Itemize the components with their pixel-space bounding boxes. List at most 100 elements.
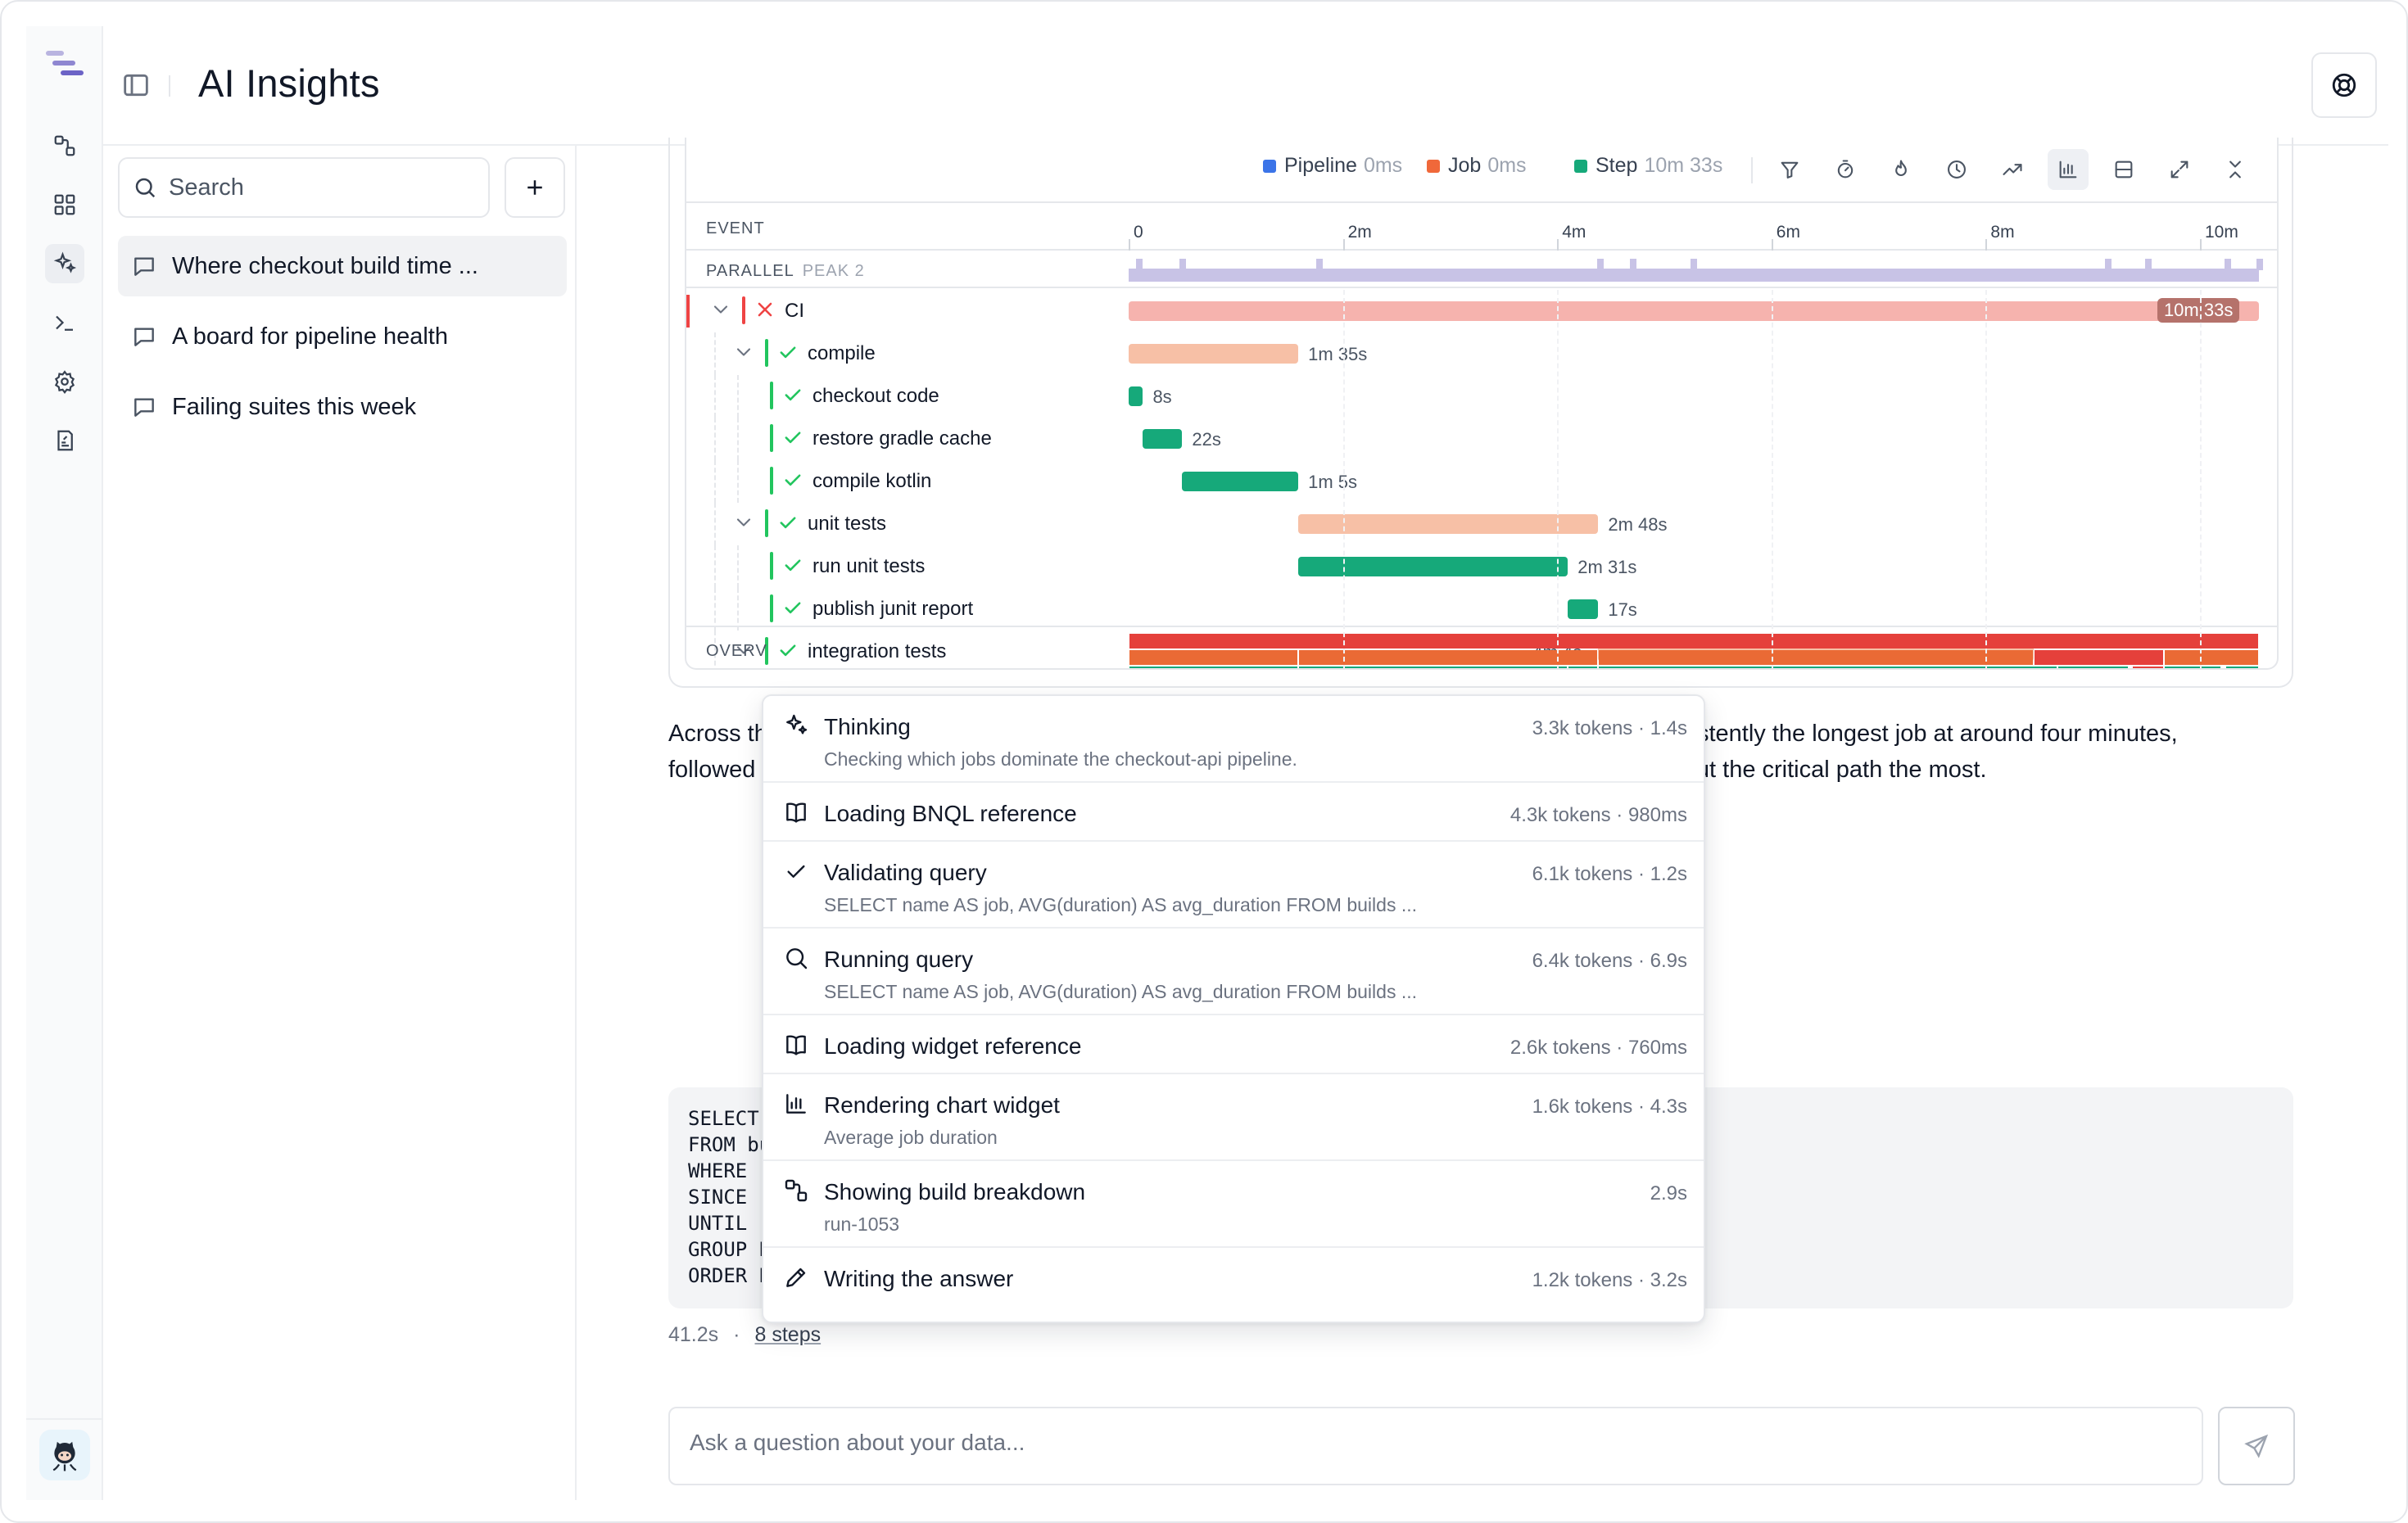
step-item[interactable]: Thinking Checking which jobs dominate the… bbox=[763, 696, 1704, 783]
answer-line-1-end: nsistently the longest job at around fou… bbox=[1666, 721, 2178, 747]
new-conversation-button[interactable] bbox=[505, 157, 565, 218]
step-item[interactable]: Running query SELECT name AS job, AVG(dur… bbox=[763, 929, 1704, 1015]
ask-input[interactable] bbox=[690, 1426, 2182, 1459]
expand-toggle[interactable] bbox=[732, 639, 755, 662]
status-icon-wrap bbox=[781, 596, 804, 619]
step-title: Writing the answer bbox=[824, 1266, 1014, 1291]
timeline-axis: EVENT 0 2m 4m 6m 8m 10m bbox=[686, 205, 2277, 251]
flame-button[interactable] bbox=[1881, 149, 1921, 190]
status-line bbox=[770, 552, 773, 580]
timeline-event-row[interactable]: publish junit report 17s bbox=[686, 588, 2277, 630]
filter-icon bbox=[1781, 161, 1799, 179]
build-timeline-card: Pipeline 0ms Job 0ms Step 10m 33s EVENT 0 2m 4m… bbox=[668, 138, 2293, 688]
step-item[interactable]: Validating query SELECT name AS job, AVG(… bbox=[763, 842, 1704, 929]
elapsed-time: 41.2s bbox=[668, 1323, 719, 1346]
legend-step[interactable]: Step 10m 33s bbox=[1574, 154, 1722, 178]
user-avatar[interactable] bbox=[39, 1430, 90, 1480]
duration-bar[interactable] bbox=[1182, 472, 1299, 491]
duration-bar[interactable] bbox=[1129, 301, 2259, 321]
step-item[interactable]: Writing the answer 1.2k tokens · 3.2s bbox=[763, 1248, 1704, 1307]
search-box[interactable] bbox=[118, 157, 490, 218]
steps-link[interactable]: 8 steps bbox=[754, 1323, 822, 1346]
rail-docs-icon[interactable] bbox=[45, 421, 84, 460]
expand-button[interactable] bbox=[2159, 149, 2200, 190]
timer-button[interactable] bbox=[1825, 149, 1866, 190]
expand-toggle[interactable] bbox=[732, 511, 755, 534]
trend-icon bbox=[2003, 164, 2022, 175]
timeline-event-row[interactable]: compile 1m 35s bbox=[686, 332, 2277, 375]
check-icon bbox=[785, 474, 801, 486]
parallel-label-text: PARALLEL bbox=[706, 262, 794, 280]
send-button[interactable] bbox=[2218, 1407, 2295, 1485]
help-button[interactable] bbox=[2311, 52, 2377, 118]
code-line: SINCE bbox=[688, 1186, 748, 1209]
timeline-event-row[interactable]: run unit tests 2m 31s bbox=[686, 545, 2277, 588]
overview-segment bbox=[1129, 667, 1298, 668]
step-item[interactable]: Showing build breakdown run-1053 2.9s bbox=[763, 1161, 1704, 1248]
legend-label: Job bbox=[1448, 154, 1482, 177]
clock-button[interactable] bbox=[1936, 149, 1977, 190]
conversation-item[interactable]: Where checkout build time ... bbox=[118, 236, 567, 296]
ask-box[interactable] bbox=[668, 1407, 2203, 1485]
app-logo[interactable] bbox=[44, 47, 85, 84]
search-input[interactable] bbox=[169, 174, 480, 201]
filter-button[interactable] bbox=[1769, 149, 1810, 190]
step-item[interactable]: Loading widget reference 2.6k tokens · 76… bbox=[763, 1015, 1704, 1074]
rail-dashboards-icon[interactable] bbox=[45, 185, 84, 224]
tree-guide bbox=[737, 375, 739, 418]
duration-bar[interactable] bbox=[1298, 514, 1599, 534]
book-icon bbox=[786, 1035, 806, 1055]
rail-pipelines-icon[interactable] bbox=[45, 126, 84, 165]
step-item[interactable]: Loading BNQL reference 4.3k tokens · 980m… bbox=[763, 783, 1704, 842]
duration-bar[interactable] bbox=[1143, 429, 1183, 449]
conversation-item[interactable]: Failing suites this week bbox=[118, 377, 567, 437]
chevron-down-icon bbox=[713, 305, 728, 314]
timeline-event-row[interactable]: compile kotlin 1m 5s bbox=[686, 460, 2277, 503]
expand-toggle[interactable] bbox=[732, 341, 755, 364]
timeline-event-row[interactable]: unit tests 2m 48s bbox=[686, 503, 2277, 545]
event-label: restore gradle cache bbox=[812, 427, 992, 450]
overview-label: OVERV bbox=[706, 642, 767, 660]
event-label: CI bbox=[785, 300, 804, 322]
book-icon bbox=[786, 802, 806, 823]
timeline-event-row[interactable]: checkout code 8s bbox=[686, 375, 2277, 418]
tree-guide bbox=[714, 545, 716, 588]
plus-icon bbox=[527, 180, 542, 195]
check-icon bbox=[780, 644, 796, 657]
timeline-event-row[interactable]: CI 10m 33s bbox=[686, 290, 2277, 332]
trend-button[interactable] bbox=[1992, 149, 2033, 190]
conversation-item[interactable]: A board for pipeline health bbox=[118, 306, 567, 367]
event-label: integration tests bbox=[808, 640, 947, 662]
sidebar-toggle-icon[interactable] bbox=[120, 69, 152, 102]
failure-marker bbox=[686, 295, 690, 328]
duration-bar[interactable] bbox=[1129, 344, 1299, 364]
step-detail: Checking which jobs dominate the checkou… bbox=[824, 748, 1297, 770]
chat-icon bbox=[134, 257, 154, 276]
legend-swatch bbox=[1427, 159, 1440, 173]
parallel-peak-mark bbox=[2105, 259, 2112, 270]
layout-button[interactable] bbox=[2103, 149, 2144, 190]
status-line bbox=[770, 467, 773, 495]
status-line bbox=[770, 424, 773, 452]
duration-bar[interactable] bbox=[1129, 386, 1143, 406]
timeline-event-row[interactable]: restore gradle cache 22s bbox=[686, 418, 2277, 460]
rail-terminal-icon[interactable] bbox=[45, 303, 84, 342]
step-item[interactable]: Rendering chart widget Average job durati… bbox=[763, 1074, 1704, 1161]
chart-view-button[interactable] bbox=[2048, 149, 2089, 190]
legend-pipeline[interactable]: Pipeline 0ms bbox=[1263, 154, 1402, 178]
tree-guide bbox=[714, 503, 716, 545]
step-detail: run-1053 bbox=[824, 1213, 900, 1235]
status-icon-wrap bbox=[776, 511, 799, 534]
parallel-peak-mark bbox=[1629, 259, 1636, 270]
steps-popover: Thinking Checking which jobs dominate the… bbox=[762, 694, 1705, 1323]
legend-job[interactable]: Job 0ms bbox=[1427, 154, 1527, 178]
duration-bar[interactable] bbox=[1298, 557, 1568, 576]
step-detail: Average job duration bbox=[824, 1127, 998, 1148]
event-label: unit tests bbox=[808, 513, 887, 535]
icon-rail bbox=[26, 26, 103, 1500]
rail-ai-insights-icon[interactable] bbox=[45, 244, 84, 283]
expand-toggle[interactable] bbox=[709, 298, 732, 321]
duration-bar[interactable] bbox=[1568, 599, 1599, 619]
collapse-button[interactable] bbox=[2215, 149, 2256, 190]
rail-settings-icon[interactable] bbox=[45, 362, 84, 401]
